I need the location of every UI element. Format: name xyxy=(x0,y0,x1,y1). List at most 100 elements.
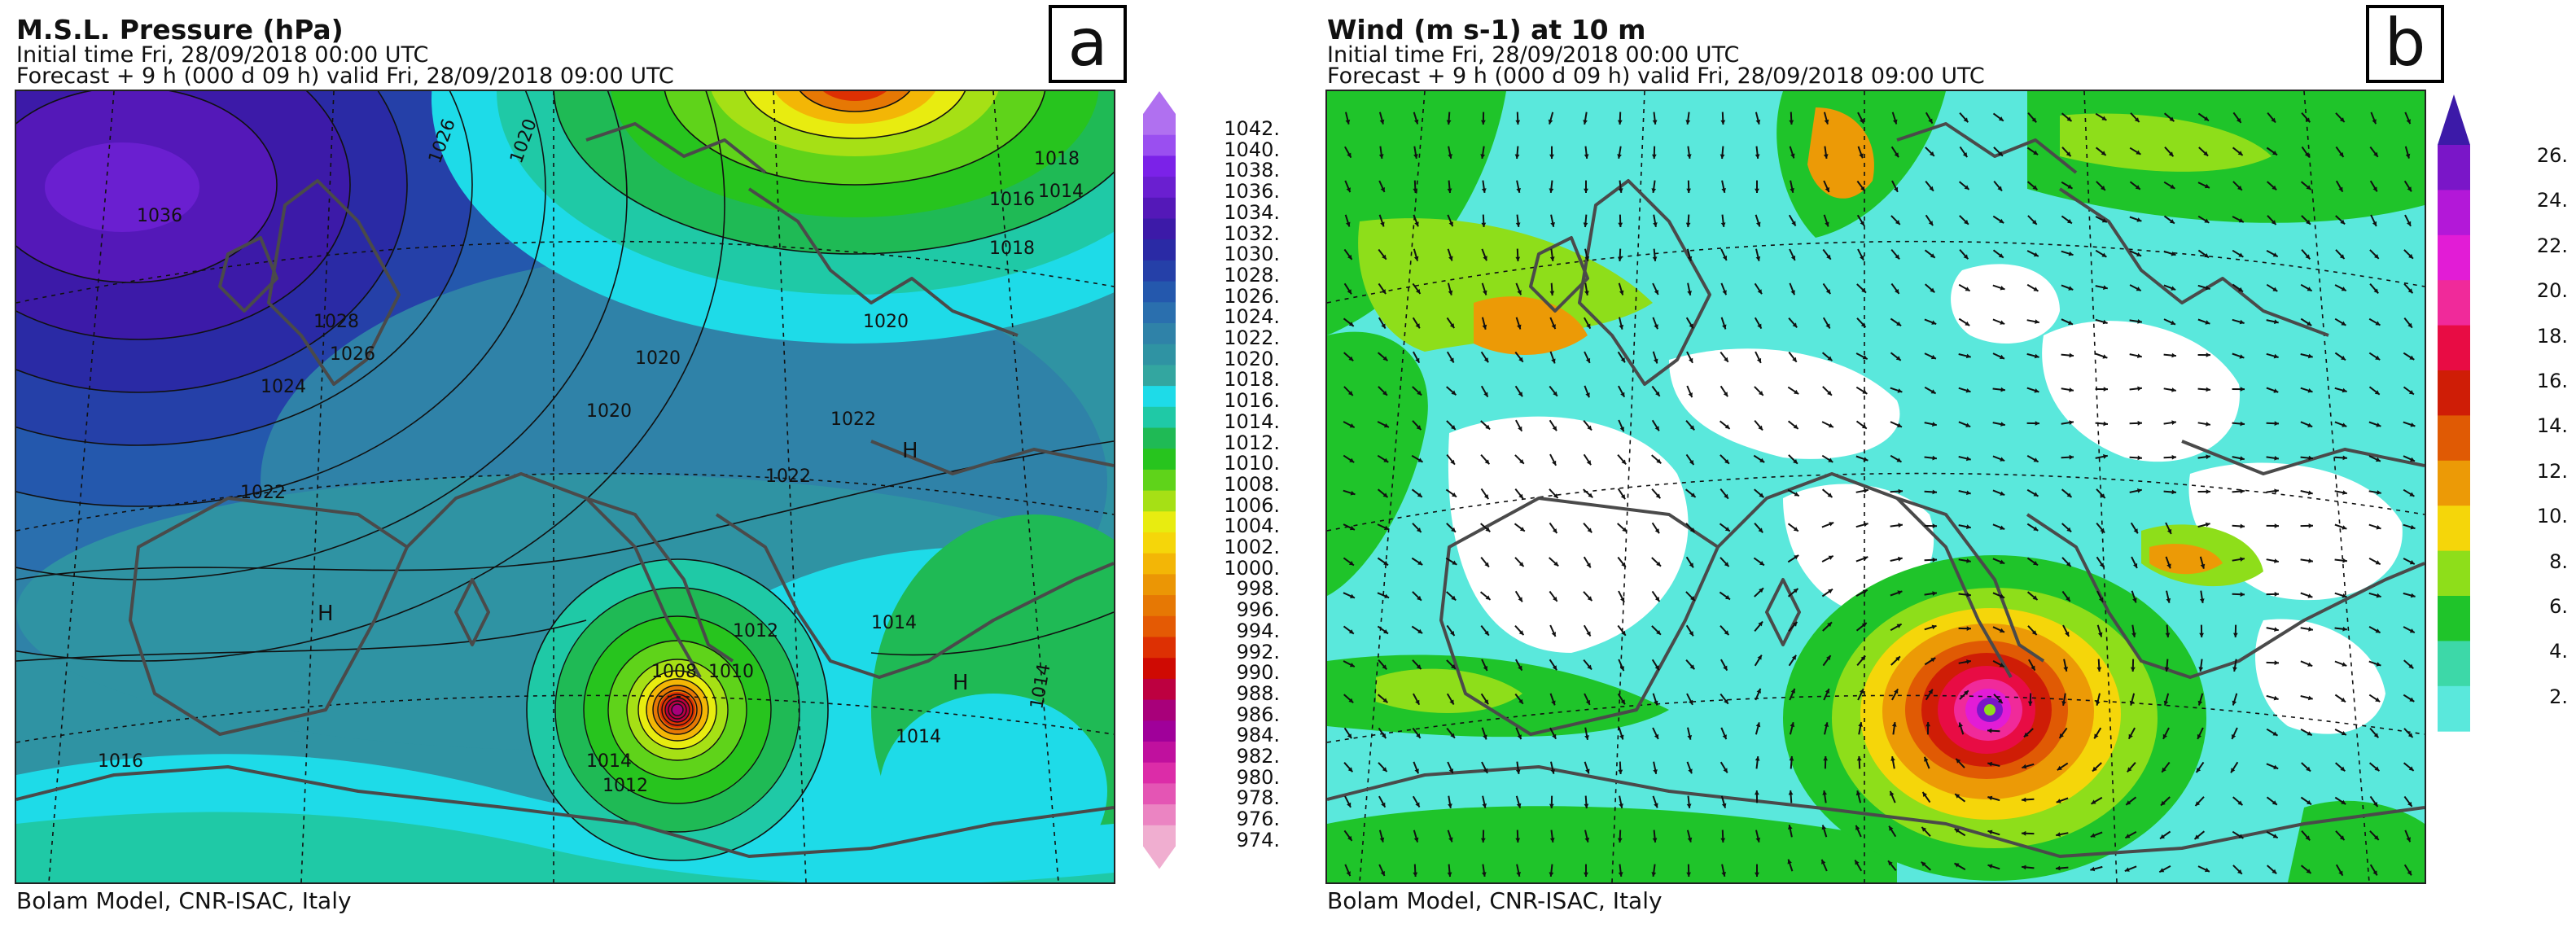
colorbar-tick-label: 998. xyxy=(1236,577,1280,601)
contour-label: 1028 xyxy=(313,312,359,332)
pressure-map-svg: 1036 1026 1020 1018 1014 1016 1018 1020 … xyxy=(16,91,1114,882)
colorbar-max-arrow xyxy=(2438,94,2470,145)
colorbar-swatch xyxy=(2438,190,2470,236)
colorbar-tick-label: 988. xyxy=(1236,681,1280,705)
colorbar-tick-label: 1002. xyxy=(1224,536,1280,558)
wind-colorbar-labels: 26. 24. 22. 20. 18. 16. 14. 12. 10. 8. 6. 4. 2. xyxy=(2483,90,2568,838)
colorbar-tick-label: 1024. xyxy=(1224,305,1280,329)
colorbar-tick-label: 1032. xyxy=(1224,221,1280,245)
colorbar-tick-label: 20. xyxy=(2536,279,2568,303)
colorbar-swatch xyxy=(2438,415,2470,462)
colorbar-swatch xyxy=(1143,490,1176,512)
colorbar-swatch xyxy=(1143,260,1176,282)
panel-b-initial-time: Initial time Fri, 28/09/2018 00:00 UTC xyxy=(1327,42,1740,68)
colorbar-swatch xyxy=(2438,145,2470,190)
contour-label: 1018 xyxy=(1034,149,1080,169)
colorbar-swatch xyxy=(2438,685,2470,732)
contour-label: 1020 xyxy=(586,401,632,422)
colorbar-tick-label: 1006. xyxy=(1224,493,1280,517)
colorbar-tick-label: 976. xyxy=(1236,808,1280,831)
colorbar-swatch xyxy=(1143,239,1176,261)
colorbar-tick-label: 980. xyxy=(1236,765,1280,789)
colorbar-tick-label: 22. xyxy=(2536,234,2568,257)
colorbar-tick-label: 1038. xyxy=(1224,159,1280,182)
contour-label: 1018 xyxy=(989,239,1035,259)
colorbar-swatch xyxy=(1143,615,1176,637)
contour-label: 1036 xyxy=(137,206,182,226)
colorbar-swatch xyxy=(2438,234,2470,281)
colorbar-tick-label: 994. xyxy=(1236,619,1280,642)
colorbar-tick-label: 982. xyxy=(1236,745,1280,768)
colorbar-tick-label: 986. xyxy=(1236,703,1280,726)
colorbar-swatch xyxy=(1143,658,1176,680)
colorbar-tick-label: 24. xyxy=(2536,189,2568,212)
colorbar-tick-label: 1042. xyxy=(1224,117,1280,140)
colorbar-tick-label: 1022. xyxy=(1224,326,1280,349)
colorbar-tick-label: 26. xyxy=(2536,144,2568,167)
colorbar-swatch xyxy=(2438,460,2470,506)
panel-b-footer: Bolam Model, CNR-ISAC, Italy xyxy=(1327,887,1663,914)
colorbar-swatch xyxy=(1143,678,1176,701)
colorbar-swatch xyxy=(1143,281,1176,303)
contour-label: 1008 xyxy=(651,662,697,682)
colorbar-swatch xyxy=(1143,386,1176,408)
colorbar-swatch xyxy=(1143,449,1176,471)
colorbar-swatch xyxy=(1143,323,1176,345)
colorbar-swatch xyxy=(1143,762,1176,784)
colorbar-tick-label: 10. xyxy=(2536,505,2568,528)
panel-a-initial-time: Initial time Fri, 28/09/2018 00:00 UTC xyxy=(16,42,429,68)
colorbar-swatch xyxy=(1143,155,1176,177)
colorbar-max-arrow xyxy=(1143,91,1176,114)
contour-label: 1012 xyxy=(602,776,648,796)
colorbar-tick-label: 8. xyxy=(2549,549,2568,573)
pressure-colorbar-labels: 1042. 1040. 1038. 1036. 1034. 1032. 1030. 1028.… xyxy=(1189,90,1280,887)
colorbar-tick-label: 1034. xyxy=(1224,200,1280,224)
contour-label: 1022 xyxy=(240,483,286,503)
colorbar-swatch xyxy=(2438,550,2470,597)
wind-colorbar xyxy=(2434,90,2475,842)
colorbar-swatch xyxy=(1143,177,1176,199)
contour-label: 1022 xyxy=(830,409,876,430)
high-pressure-marker: H xyxy=(953,671,969,695)
colorbar-tick-label: 1016. xyxy=(1224,389,1280,413)
colorbar-swatch xyxy=(2438,506,2470,552)
colorbar-tick-label: 1030. xyxy=(1224,243,1280,266)
colorbar-tick-label: 14. xyxy=(2536,414,2568,438)
contour-label: 1020 xyxy=(635,348,681,369)
contour-label: 1014 xyxy=(871,613,917,633)
colorbar-tick-label: 1036. xyxy=(1224,180,1280,204)
colorbar-tick-label: 12. xyxy=(2536,459,2568,483)
colorbar-swatch xyxy=(1143,595,1176,617)
colorbar-tick-label: 4. xyxy=(2549,640,2568,663)
panel-b-wind: Wind (m s-1) at 10 m Initial time Fri, 2… xyxy=(1311,0,2576,928)
panel-b-label-badge: b xyxy=(2366,5,2444,83)
panel-a-title: M.S.L. Pressure (hPa) xyxy=(16,14,344,46)
high-pressure-marker: H xyxy=(902,439,918,463)
colorbar-swatch xyxy=(2438,596,2470,641)
colorbar-swatch xyxy=(1143,825,1176,847)
colorbar-swatch xyxy=(1143,344,1176,366)
colorbar-swatch xyxy=(1143,114,1176,136)
colorbar-swatch xyxy=(1143,197,1176,219)
colorbar-swatch xyxy=(1143,134,1176,156)
colorbar-swatch xyxy=(2438,641,2470,687)
contour-label: 1014 xyxy=(1038,182,1084,202)
panel-a-forecast-time: Forecast + 9 h (000 d 09 h) valid Fri, 2… xyxy=(16,63,674,89)
colorbar-tick-label: 6. xyxy=(2549,595,2568,618)
panel-a-msl-pressure: M.S.L. Pressure (hPa) Initial time Fri, … xyxy=(0,0,1286,928)
colorbar-swatch xyxy=(1143,574,1176,596)
wind-colorbar-svg xyxy=(2438,94,2470,732)
contour-label: 1024 xyxy=(261,377,306,397)
colorbar-tick-label: 1000. xyxy=(1224,556,1280,580)
colorbar-tick-label: 16. xyxy=(2536,370,2568,392)
wind-vector-field xyxy=(1343,112,2416,878)
wind-map-svg xyxy=(1327,91,2425,882)
wind-map xyxy=(1325,90,2426,884)
colorbar-swatch xyxy=(1143,406,1176,428)
colorbar-tick-label: 1028. xyxy=(1224,263,1280,287)
colorbar-tick-label: 1020. xyxy=(1224,347,1280,370)
colorbar-swatch xyxy=(2438,280,2470,326)
colorbar-tick-label: 1008. xyxy=(1224,472,1280,496)
colorbar-swatch xyxy=(1143,532,1176,554)
colorbar-swatch xyxy=(1143,553,1176,575)
